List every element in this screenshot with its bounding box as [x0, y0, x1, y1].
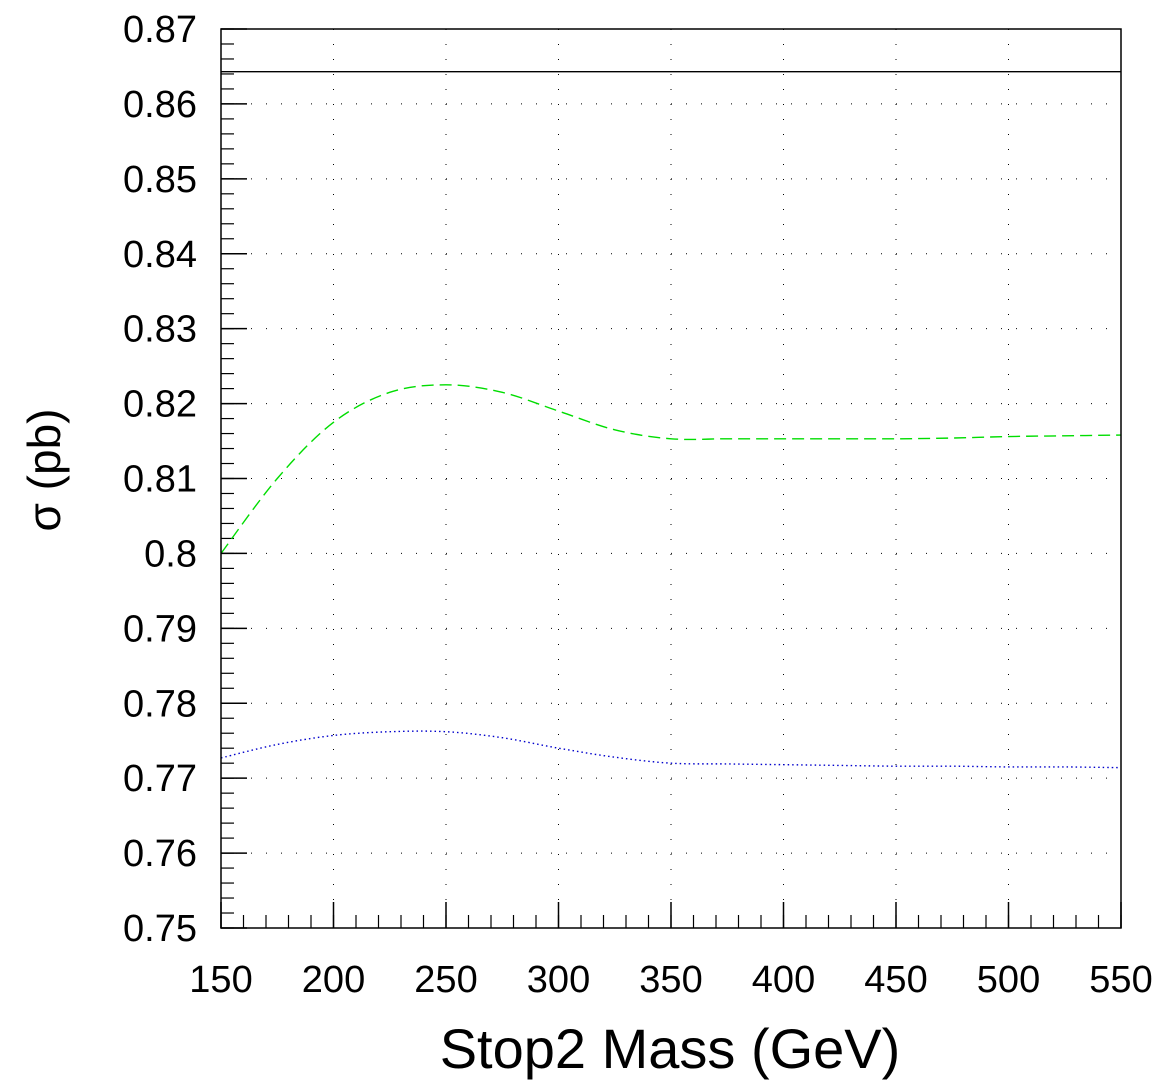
y-tick-label: 0.84 — [123, 234, 197, 276]
y-tick-label: 0.85 — [123, 159, 197, 201]
series-line-dotted — [220, 730, 1122, 769]
y-tick-label: 0.75 — [123, 908, 197, 950]
x-tick-label: 500 — [977, 959, 1040, 1001]
y-tick-label: 0.87 — [123, 9, 197, 51]
x-tick-label: 150 — [189, 959, 252, 1001]
y-tick-label: 0.83 — [123, 309, 197, 351]
series-group — [220, 71, 1122, 769]
y-tick-label: 0.8 — [144, 533, 197, 575]
y-tick-label: 0.86 — [123, 84, 197, 126]
y-tick-label: 0.78 — [123, 683, 197, 725]
y-axis-title: σ (pb) — [18, 409, 70, 532]
x-axis-title: Stop2 Mass (GeV) — [440, 1017, 901, 1080]
x-tick-label: 300 — [527, 959, 590, 1001]
y-tick-label: 0.79 — [123, 608, 197, 650]
y-tick-label: 0.76 — [123, 833, 197, 875]
grid — [221, 29, 1121, 928]
x-tick-label: 200 — [302, 959, 365, 1001]
x-tick-label: 450 — [864, 959, 927, 1001]
y-tick-label: 0.81 — [123, 459, 197, 501]
x-tick-label: 350 — [639, 959, 702, 1001]
major-ticks — [220, 28, 1122, 929]
y-tick-label: 0.82 — [123, 384, 197, 426]
y-tick-labels: 0.75 0.76 0.77 0.78 0.79 0.8 0.81 0.82 0.83 0.84 0… — [123, 9, 197, 950]
x-tick-label: 400 — [752, 959, 815, 1001]
series-line-dashed — [220, 384, 1122, 554]
y-tick-label: 0.77 — [123, 758, 197, 800]
x-tick-labels: 150 200 250 300 350 400 450 500 550 — [189, 959, 1152, 1001]
x-tick-label: 250 — [414, 959, 477, 1001]
x-tick-label: 550 — [1089, 959, 1152, 1001]
